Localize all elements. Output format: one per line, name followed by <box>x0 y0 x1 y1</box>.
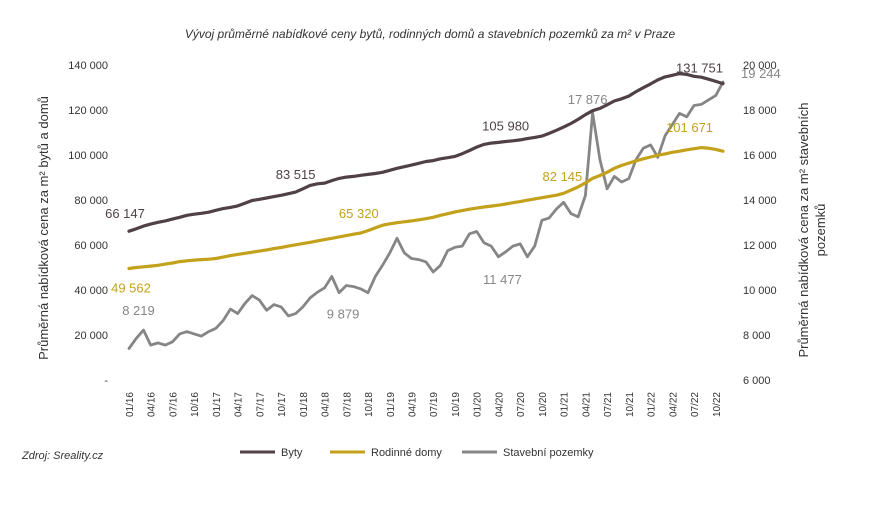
x-tick-label: 07/18 <box>342 392 353 417</box>
x-tick-label: 04/16 <box>147 392 158 417</box>
right-axis-ticks: 6 000 8 000 10 000 12 000 14 000 16 000 18 000… <box>743 60 777 387</box>
series-line-stavebni-pozemky <box>127 80 725 350</box>
left-axis-label: Průměrná nabídková cena za m² bytů a dom… <box>36 96 51 360</box>
right-tick-label: 12 000 <box>743 240 777 252</box>
x-tick-label: 07/17 <box>255 392 266 417</box>
data-label: 19 244 <box>741 66 781 81</box>
x-tick-label: 01/20 <box>473 392 484 417</box>
right-tick-label: 6 000 <box>743 375 771 387</box>
x-tick-label: 04/19 <box>408 392 419 417</box>
x-tick-label: 07/20 <box>516 392 527 417</box>
left-tick-label: 100 000 <box>68 150 108 162</box>
x-tick-label: 04/20 <box>494 392 505 417</box>
x-tick-label: 07/21 <box>603 392 614 417</box>
right-axis-label-line2: pozemků <box>813 204 828 257</box>
data-label: 11 477 <box>483 272 522 287</box>
x-tick-label: 07/16 <box>168 392 179 417</box>
x-tick-label: 01/17 <box>212 392 223 417</box>
data-labels: 66 147 83 515 105 980 131 751 49 562 65 320 82… <box>105 61 781 322</box>
x-tick-label: 10/17 <box>277 392 288 417</box>
x-tick-label: 01/19 <box>386 392 397 417</box>
data-label: 105 980 <box>482 119 529 134</box>
x-tick-label: 04/17 <box>234 392 245 417</box>
series-lines <box>127 71 725 350</box>
left-tick-label: 40 000 <box>74 285 108 297</box>
left-tick-label: 120 000 <box>68 105 108 117</box>
legend-label: Rodinné domy <box>371 447 442 459</box>
source-note: Zdroj: Sreality.cz <box>21 450 104 462</box>
x-tick-label: 04/18 <box>321 392 332 417</box>
chart-title: Vývoj průměrné nabídkové ceny bytů, rodi… <box>185 27 676 41</box>
x-tick-label: 04/22 <box>668 392 679 417</box>
x-tick-label: 10/16 <box>190 392 201 417</box>
data-label: 65 320 <box>339 206 379 221</box>
data-label: 9 879 <box>327 307 360 322</box>
x-tick-label: 01/21 <box>560 392 571 417</box>
right-tick-label: 16 000 <box>743 150 777 162</box>
x-tick-label: 01/18 <box>299 392 310 417</box>
data-label: 49 562 <box>111 280 151 295</box>
right-tick-label: 20 000 <box>743 60 777 72</box>
right-axis-label-line1: Průměrná nabídková cena za m² stavebních <box>796 102 811 357</box>
left-tick-label: 80 000 <box>74 195 108 207</box>
right-tick-label: 18 000 <box>743 105 777 117</box>
series-line-rodinne-domy <box>127 146 725 271</box>
right-tick-label: 8 000 <box>743 330 771 342</box>
data-label: 66 147 <box>105 206 145 221</box>
series-line-byty <box>127 71 725 233</box>
left-tick-label: 60 000 <box>74 240 108 252</box>
data-label: 8 219 <box>122 303 155 318</box>
right-tick-label: 10 000 <box>743 285 777 297</box>
x-tick-label: 01/22 <box>647 392 658 417</box>
x-tick-label: 04/21 <box>581 392 592 417</box>
legend-label: Byty <box>281 447 303 459</box>
x-tick-label: 10/22 <box>712 392 723 417</box>
data-label: 101 671 <box>666 120 713 135</box>
x-tick-label: 07/22 <box>690 392 701 417</box>
left-tick-label: 140 000 <box>68 60 108 72</box>
right-tick-label: 14 000 <box>743 195 777 207</box>
legend-label: Stavební pozemky <box>503 447 594 459</box>
data-label: 83 515 <box>276 167 316 182</box>
x-tick-label: 10/18 <box>364 392 375 417</box>
x-tick-label: 01/16 <box>125 392 136 417</box>
x-tick-label: 07/19 <box>429 392 440 417</box>
x-axis-ticks: 01/16 04/16 07/16 10/16 01/17 04/17 07/17 10/17… <box>125 392 723 417</box>
data-label: 131 751 <box>676 61 723 76</box>
left-axis-ticks: - 20 000 40 000 60 000 80 000 100 000 120 000 1… <box>68 60 108 387</box>
legend: Byty Rodinné domy Stavební pozemky <box>240 447 594 459</box>
x-tick-label: 10/21 <box>625 392 636 417</box>
data-label: 17 876 <box>568 92 608 107</box>
x-tick-label: 10/20 <box>538 392 549 417</box>
left-tick-label: - <box>104 375 108 387</box>
data-label: 82 145 <box>543 169 583 184</box>
x-tick-label: 10/19 <box>451 392 462 417</box>
left-tick-label: 20 000 <box>74 330 108 342</box>
